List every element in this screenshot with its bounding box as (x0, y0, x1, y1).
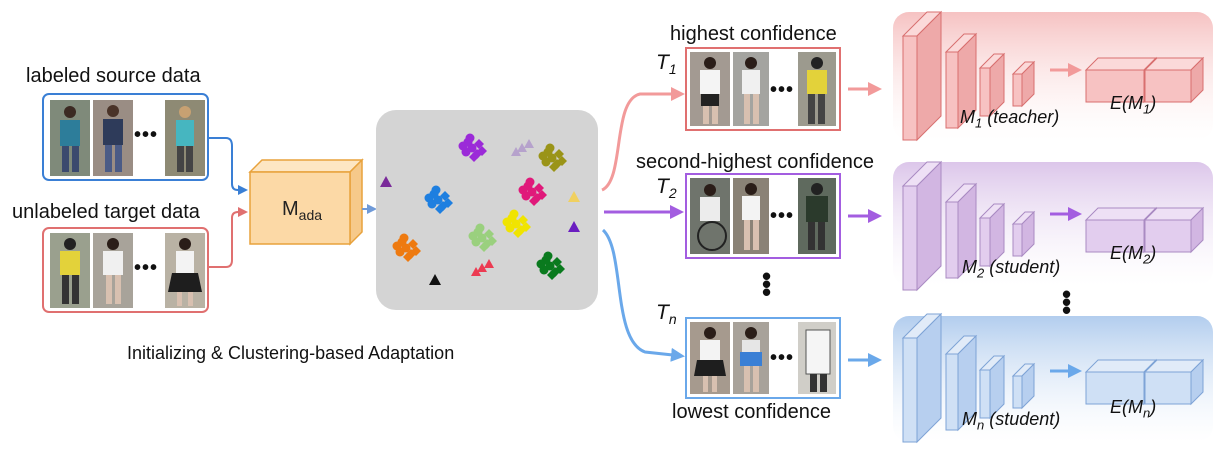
cluster-point (513, 228, 523, 238)
person-image (165, 233, 205, 308)
cluster-group (424, 185, 453, 214)
outlier-point (380, 176, 392, 187)
cluster-point (477, 146, 487, 156)
confidence-label-n: lowest confidence (672, 401, 831, 423)
cluster-point (399, 233, 409, 243)
confidence-label-1: highest confidence (670, 23, 837, 45)
cluster-point (543, 251, 553, 261)
cluster-point (487, 236, 497, 246)
cluster-group (468, 223, 497, 252)
target-data-label: unlabeled target data (12, 201, 200, 223)
strips-vertical-ellipsis: • • • (762, 261, 772, 307)
panels-vertical-ellipsis: • • • (1062, 279, 1072, 325)
t2-ellipsis: ••• (770, 205, 795, 227)
cluster-group (538, 143, 567, 172)
cluster-points (380, 133, 580, 285)
cluster-panel (376, 110, 598, 310)
cluster-point (403, 252, 413, 262)
cluster-group (518, 177, 547, 206)
person-image (93, 100, 133, 176)
cluster-point (479, 242, 489, 252)
cluster-point (411, 246, 421, 256)
tn-label: Tn (656, 301, 677, 328)
cluster-point (475, 223, 485, 233)
branch-arrow-top (601, 87, 685, 192)
teacher-model-label: M1 (teacher) (960, 107, 1060, 131)
target-to-mada-arrow (207, 207, 248, 268)
cluster-point (529, 196, 539, 206)
person-image (50, 233, 90, 308)
cluster-point (545, 143, 555, 153)
cluster-point (547, 270, 557, 280)
cluster-point (477, 263, 487, 272)
outlier-point (568, 191, 580, 202)
cluster-point (509, 209, 519, 219)
target-ellipsis: ••• (134, 257, 159, 279)
cluster-group (511, 139, 534, 156)
cluster-point (458, 141, 468, 151)
cluster-point (511, 147, 521, 156)
t2-image-strip (685, 173, 841, 259)
t1-image-strip (685, 47, 841, 131)
cluster-point (424, 193, 434, 203)
confidence-label-2: second-highest confidence (636, 151, 874, 173)
cluster-point (536, 259, 546, 269)
cluster-point (431, 185, 441, 195)
cluster-group (471, 259, 494, 276)
cluster-point (521, 222, 531, 232)
source-image-strip (42, 93, 209, 181)
cluster-point (518, 185, 528, 195)
source-ellipsis: ••• (134, 124, 159, 146)
cluster-point (524, 139, 534, 148)
cluster-point (465, 133, 475, 143)
mada-model-box (248, 158, 364, 246)
tn-image-strip (685, 317, 841, 399)
network-stack (901, 10, 1205, 142)
cluster-point (392, 241, 402, 251)
cluster-point (468, 231, 478, 241)
cluster-group (458, 133, 487, 162)
cluster-group (502, 209, 531, 238)
clustering-caption: Initializing & Clustering-based Adaptati… (127, 343, 455, 363)
cluster-point (538, 151, 548, 161)
source-to-mada-arrow (207, 137, 248, 195)
cluster-point (557, 156, 567, 166)
cluster-point (517, 143, 527, 152)
cluster-point (471, 267, 481, 276)
cluster-point (484, 259, 494, 268)
person-image (50, 100, 90, 176)
network-blocks (901, 10, 1205, 444)
person-image (165, 100, 205, 176)
mada-label: Mada (282, 198, 323, 223)
t2-label: T2 (656, 175, 677, 202)
network-stack (901, 160, 1205, 292)
cluster-group (392, 233, 421, 262)
network-stack (901, 312, 1205, 444)
studentn-embedding-label: E(Mn) (1110, 397, 1157, 421)
t1-label: T1 (656, 51, 677, 78)
cluster-group (536, 251, 565, 280)
person-image (93, 233, 133, 308)
student2-embedding-label: E(M2) (1110, 243, 1157, 267)
cluster-point (469, 152, 479, 162)
tn-ellipsis: ••• (770, 347, 795, 369)
target-image-strip (42, 227, 209, 313)
studentn-model-label: Mn (student) (962, 409, 1061, 433)
teacher-embedding-label: E(M1) (1110, 93, 1157, 117)
cluster-point (555, 264, 565, 274)
outlier-point (568, 221, 580, 232)
t1-ellipsis: ••• (770, 79, 795, 101)
cluster-point (502, 217, 512, 227)
source-data-label: labeled source data (26, 65, 201, 87)
branch-arrow-bottom (601, 228, 685, 362)
outlier-point (429, 274, 441, 285)
student2-model-label: M2 (student) (962, 257, 1061, 281)
cluster-point (549, 162, 559, 172)
cluster-point (443, 198, 453, 208)
cluster-point (525, 177, 535, 187)
cluster-point (435, 204, 445, 214)
cluster-point (537, 190, 547, 200)
